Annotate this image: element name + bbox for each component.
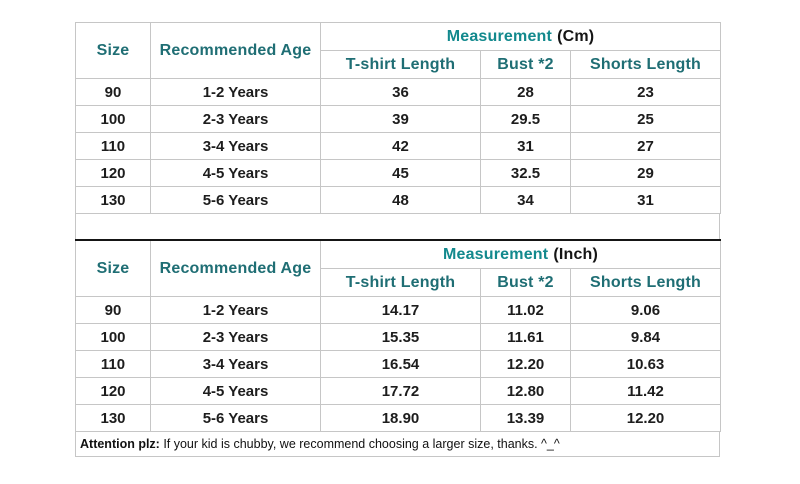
cell-age: 2-3 Years [150, 323, 321, 351]
col-header-tshirt-length: T-shirt Length [320, 50, 481, 79]
cell-bust: 32.5 [480, 159, 571, 187]
size-chart: Size Recommended Age Measurement (Cm) T-s… [75, 22, 722, 457]
table-row: 100 2-3 Years 15.35 11.61 9.84 [75, 323, 722, 351]
cell-bust: 11.02 [480, 296, 571, 324]
header-row-top: Size Recommended Age Measurement (Inch) [75, 239, 722, 297]
table-row: 130 5-6 Years 18.90 13.39 12.20 [75, 404, 722, 432]
cell-tshirt: 45 [320, 159, 481, 187]
measurement-label: Measurement [446, 27, 553, 45]
table-row: 130 5-6 Years 48 34 31 [75, 186, 722, 214]
header-row-sub: T-shirt Length Bust *2 Shorts Length [76, 268, 722, 297]
col-header-size: Size [75, 239, 151, 297]
cell-age: 3-4 Years [150, 350, 321, 378]
cell-size: 120 [75, 159, 151, 187]
cell-bust: 34 [480, 186, 571, 214]
cell-bust: 12.20 [480, 350, 571, 378]
col-header-age: Recommended Age [150, 239, 321, 297]
cell-size: 130 [75, 186, 151, 214]
cell-shorts: 9.06 [569, 296, 722, 324]
cell-size: 90 [75, 296, 151, 324]
table-row: 90 1-2 Years 36 28 23 [75, 78, 722, 106]
cell-shorts: 27 [569, 132, 722, 160]
cell-age: 1-2 Years [150, 78, 321, 106]
cell-shorts: 9.84 [569, 323, 722, 351]
cell-age: 1-2 Years [150, 296, 321, 324]
col-header-shorts-length: Shorts Length [569, 50, 722, 79]
cell-age: 4-5 Years [150, 377, 321, 405]
cell-bust: 29.5 [480, 105, 571, 133]
cell-tshirt: 18.90 [320, 404, 481, 432]
table-row: 90 1-2 Years 14.17 11.02 9.06 [75, 296, 722, 324]
cell-size: 120 [75, 377, 151, 405]
table-row: 110 3-4 Years 16.54 12.20 10.63 [75, 350, 722, 378]
cell-tshirt: 42 [320, 132, 481, 160]
cell-shorts: 25 [569, 105, 722, 133]
measurement-label: Measurement [442, 245, 549, 263]
cell-tshirt: 39 [320, 105, 481, 133]
cell-shorts: 29 [569, 159, 722, 187]
table-row: 100 2-3 Years 39 29.5 25 [75, 105, 722, 133]
cell-age: 4-5 Years [150, 159, 321, 187]
cell-age: 2-3 Years [150, 105, 321, 133]
col-header-tshirt-length: T-shirt Length [320, 268, 481, 297]
cell-size: 130 [75, 404, 151, 432]
cell-shorts: 23 [569, 78, 722, 106]
col-header-shorts-length: Shorts Length [569, 268, 722, 297]
attention-note-label: Attention plz: [80, 437, 160, 451]
cell-shorts: 10.63 [569, 350, 722, 378]
cell-size: 90 [75, 78, 151, 106]
cell-tshirt: 14.17 [320, 296, 481, 324]
attention-note-text: If your kid is chubby, we recommend choo… [159, 437, 560, 451]
cell-age: 3-4 Years [150, 132, 321, 160]
cell-size: 100 [75, 105, 151, 133]
cell-age: 5-6 Years [150, 186, 321, 214]
cell-age: 5-6 Years [150, 404, 321, 432]
header-row-top: Size Recommended Age Measurement (Cm) [75, 22, 722, 79]
table-row: 120 4-5 Years 45 32.5 29 [75, 159, 722, 187]
cell-bust: 13.39 [480, 404, 571, 432]
cell-bust: 28 [480, 78, 571, 106]
col-header-measurement-cm: Measurement (Cm) [319, 22, 722, 51]
cell-bust: 31 [480, 132, 571, 160]
cell-size: 110 [75, 350, 151, 378]
cell-bust: 11.61 [480, 323, 571, 351]
unit-label-inch: (Inch) [553, 245, 599, 263]
unit-label-cm: (Cm) [557, 27, 595, 45]
cell-bust: 12.80 [480, 377, 571, 405]
cell-shorts: 11.42 [569, 377, 722, 405]
attention-note: Attention plz: If your kid is chubby, we… [75, 432, 720, 457]
cell-tshirt: 36 [320, 78, 481, 106]
col-header-age: Recommended Age [150, 22, 321, 79]
col-header-size: Size [75, 22, 151, 79]
col-header-bust: Bust *2 [480, 50, 571, 79]
cell-shorts: 31 [569, 186, 722, 214]
table-row: 110 3-4 Years 42 31 27 [75, 132, 722, 160]
cell-size: 110 [75, 132, 151, 160]
table-row: 120 4-5 Years 17.72 12.80 11.42 [75, 377, 722, 405]
cell-tshirt: 16.54 [320, 350, 481, 378]
cell-tshirt: 17.72 [320, 377, 481, 405]
cell-tshirt: 15.35 [320, 323, 481, 351]
cell-tshirt: 48 [320, 186, 481, 214]
header-row-sub: T-shirt Length Bust *2 Shorts Length [76, 50, 722, 79]
col-header-measurement-inch: Measurement (Inch) [319, 239, 722, 269]
cell-shorts: 12.20 [569, 404, 722, 432]
table-gap [75, 214, 720, 239]
size-table-cm: Size Recommended Age Measurement (Cm) T-s… [75, 22, 722, 214]
cell-size: 100 [75, 323, 151, 351]
col-header-bust: Bust *2 [480, 268, 571, 297]
size-table-inch: Size Recommended Age Measurement (Inch) T… [75, 239, 722, 432]
